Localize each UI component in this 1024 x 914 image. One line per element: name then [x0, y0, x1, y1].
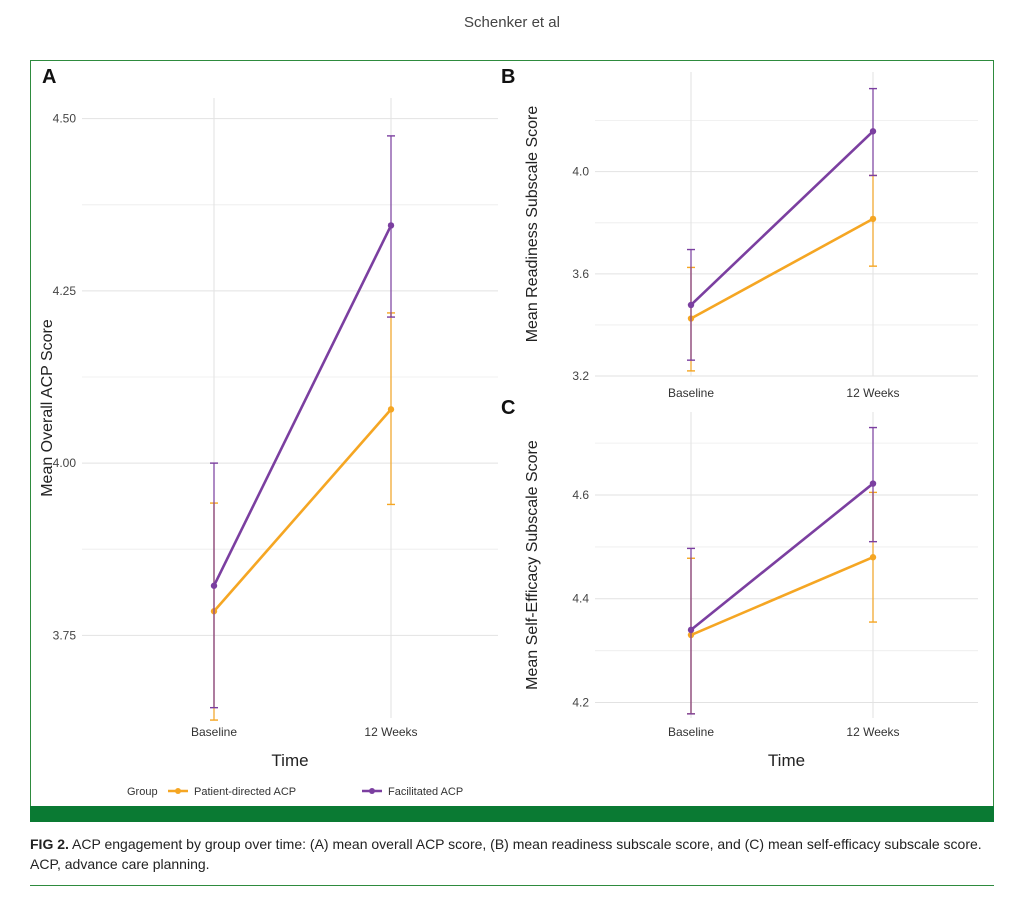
- y-axis-title: Mean Self-Efficacy Subscale Score: [524, 440, 541, 690]
- y-tick-label: 4.25: [53, 284, 77, 298]
- x-tick-label: Baseline: [668, 725, 714, 739]
- patient-directed-point: [869, 215, 877, 223]
- panel-label: C: [501, 397, 515, 419]
- panel-c: 4.2 4.4 4.6 Baseline 12 Weeks Time Mean Self-E…: [501, 397, 978, 770]
- patient-directed-series-line: [213, 408, 392, 613]
- panel-label: B: [501, 66, 515, 88]
- caption-rule: [30, 885, 994, 886]
- y-tick-label: 4.50: [53, 112, 77, 126]
- patient-directed-series-line: [690, 217, 874, 320]
- facilitated-point: [869, 128, 877, 135]
- x-tick-label: 12 Weeks: [846, 725, 899, 739]
- x-axis-title: Time: [271, 751, 308, 770]
- patient-directed-point: [387, 406, 395, 413]
- facilitated-point: [687, 626, 695, 634]
- y-axis-title: Mean Overall ACP Score: [39, 319, 56, 497]
- y-tick-label: 3.2: [572, 369, 589, 383]
- facilitated-series-line: [690, 482, 874, 631]
- y-tick-label: 4.0: [572, 165, 589, 179]
- y-tick-label: 4.4: [572, 592, 589, 606]
- caption-label: FIG 2.: [30, 836, 69, 852]
- panel-b: 3.2 3.6 4.0 Baseline 12 Weeks Mean Readiness …: [501, 66, 978, 400]
- patient-directed-point: [869, 554, 877, 561]
- patient-directed-legend-marker: [175, 788, 181, 794]
- x-tick-label: 12 Weeks: [846, 386, 899, 400]
- y-tick-label: 3.6: [572, 267, 589, 281]
- caption-text: ACP engagement by group over time: (A) m…: [30, 836, 982, 872]
- panel-label: A: [42, 66, 56, 88]
- facilitated-point: [387, 222, 395, 229]
- legend: Group Patient-directed ACP Facilitated ACP: [127, 786, 463, 798]
- x-axis-title: Time: [768, 751, 805, 770]
- y-tick-label: 4.00: [53, 456, 77, 470]
- facilitated-legend-marker: [369, 788, 375, 794]
- facilitated-point: [210, 582, 218, 589]
- figure-caption: FIG 2. ACP engagement by group over time…: [30, 834, 994, 874]
- y-tick-label: 3.75: [53, 628, 77, 642]
- y-axis-title: Mean Readiness Subscale Score: [524, 106, 541, 343]
- running-head: Schenker et al: [464, 14, 560, 31]
- legend-title: Group: [127, 786, 158, 798]
- patient-directed-legend-label: Patient-directed ACP: [194, 786, 296, 798]
- facilitated-point: [687, 301, 695, 309]
- x-tick-label: Baseline: [668, 386, 714, 400]
- y-tick-label: 4.2: [572, 695, 589, 709]
- facilitated-series-line: [690, 130, 874, 306]
- x-tick-label: 12 Weeks: [364, 725, 417, 739]
- x-tick-label: Baseline: [191, 725, 237, 739]
- y-tick-label: 4.6: [572, 488, 589, 502]
- facilitated-legend-label: Facilitated ACP: [388, 786, 463, 798]
- journal-band: [30, 806, 994, 822]
- facilitated-series-line: [212, 224, 393, 587]
- panel-a: 3.75 4.00 4.25 4.50 Baseline 12 Weeks Time Mean…: [39, 66, 498, 770]
- patient-directed-series-line: [690, 556, 874, 637]
- facilitated-point: [869, 480, 877, 487]
